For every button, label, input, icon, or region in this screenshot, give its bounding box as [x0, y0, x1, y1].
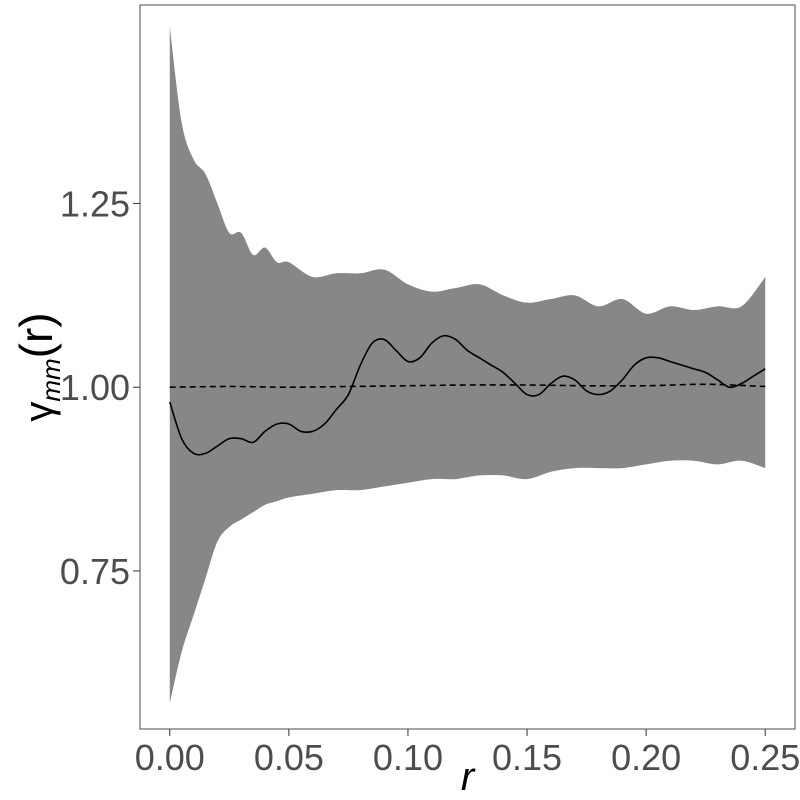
x-tick-label: 0.20 [611, 737, 681, 778]
y-axis-title-main: γ [17, 402, 61, 422]
envelope-band [169, 27, 766, 704]
plot-frame [139, 4, 796, 730]
x-tick-label: 0.15 [492, 737, 562, 778]
plot-area [139, 4, 796, 730]
y-tick-label: 0.75 [60, 551, 130, 592]
x-axis: 0.00 0.05 0.10 0.15 0.20 0.25 [135, 729, 800, 778]
y-axis-title-tail: (r) [10, 312, 62, 358]
y-axis: 0.75 1.00 1.25 [60, 183, 140, 592]
x-tick-label: 0.00 [135, 737, 205, 778]
y-axis-title: γmm(r) [10, 312, 66, 421]
y-tick-label: 1.00 [60, 367, 130, 408]
x-axis-title: r [461, 755, 476, 799]
x-tick-label: 0.05 [254, 737, 324, 778]
x-tick-label: 0.25 [730, 737, 800, 778]
theoretical-line [169, 383, 766, 389]
y-axis-title-subscript: mm [36, 358, 66, 401]
x-tick-label: 0.10 [373, 737, 443, 778]
y-tick-label: 1.25 [60, 183, 130, 224]
observed-line [169, 334, 766, 456]
